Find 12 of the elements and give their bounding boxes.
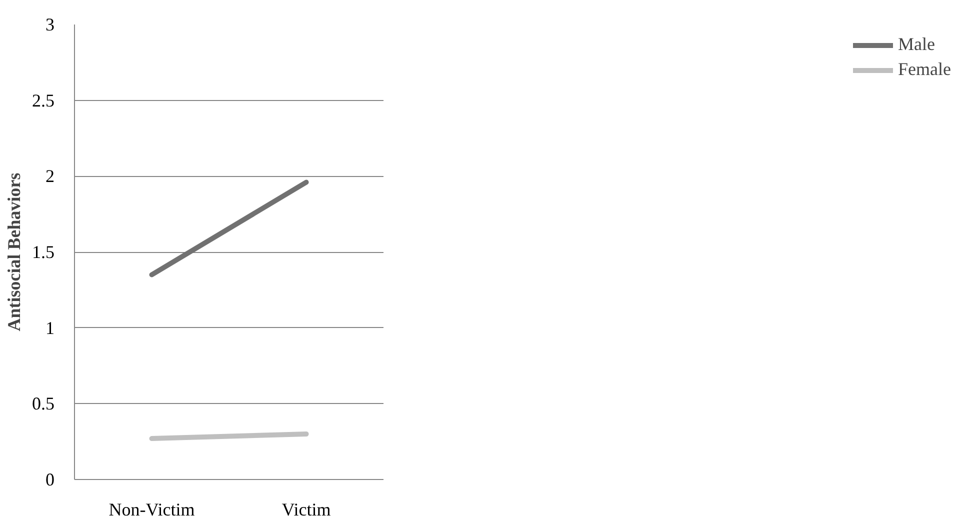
y-tick-label: 0: [46, 470, 54, 490]
y-tick-label: 1.5: [32, 242, 54, 262]
legend-label: Female: [898, 59, 951, 80]
y-tick-label: 2.5: [32, 90, 54, 110]
legend-label: Male: [898, 34, 935, 55]
x-tick-label: Non-Victim: [108, 500, 195, 520]
y-tick-label: 3: [46, 14, 54, 34]
y-tick-label: 2: [46, 166, 54, 186]
y-tick-label: 1: [46, 318, 54, 338]
y-axis-title: Antisocial Behaviors: [4, 172, 24, 332]
y-tick-label: 0.5: [32, 394, 54, 414]
x-tick-label: Victim: [282, 500, 331, 520]
